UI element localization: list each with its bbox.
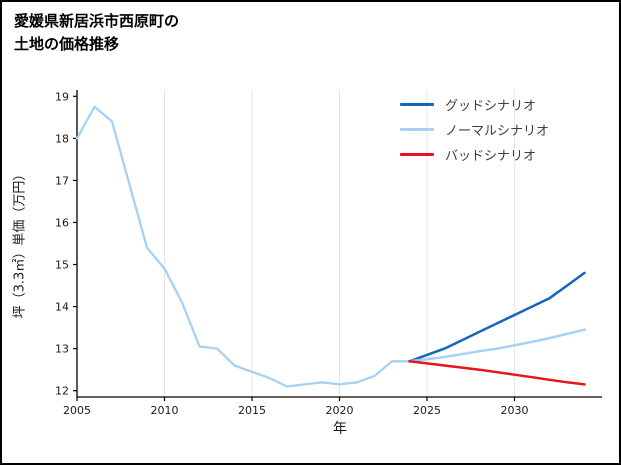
x-tick-label-2015: 2015 — [238, 404, 266, 417]
y-tick-label-12: 12 — [55, 385, 69, 398]
x-tick-label-2025: 2025 — [413, 404, 441, 417]
series-line-history — [75, 105, 411, 388]
chart-title-line-1: 愛媛県新居浜市西原町の — [14, 12, 180, 30]
x-tick-label-2020: 2020 — [326, 404, 354, 417]
y-tick-label-13: 13 — [55, 343, 69, 356]
y-tick-label-15: 15 — [55, 259, 69, 272]
series-line-bad — [408, 360, 586, 386]
x-tick-label-2010: 2010 — [151, 404, 179, 417]
y-tick-label-16: 16 — [55, 216, 69, 229]
legend-line-swatch-bad — [400, 153, 434, 156]
series-line-good — [408, 271, 586, 363]
y-axis-label: 坪（3.3㎡）単価（万円） — [12, 167, 28, 319]
legend-item-good: グッドシナリオ — [400, 96, 549, 114]
legend-item-bad: バッドシナリオ — [400, 146, 549, 164]
y-tick-label-14: 14 — [55, 301, 69, 314]
legend-label-normal: ノーマルシナリオ — [445, 124, 550, 139]
x-tick-label-2005: 2005 — [63, 404, 91, 417]
legend-item-normal: ノーマルシナリオ — [400, 121, 550, 139]
legend-label-bad: バッドシナリオ — [445, 149, 537, 164]
legend-line-swatch-good — [400, 103, 434, 106]
chart-title-line-2: 土地の価格推移 — [14, 35, 120, 54]
chart-title: 愛媛県新居浜市西原町の 土地の価格推移 — [14, 10, 179, 57]
x-tick-label-2030: 2030 — [501, 404, 529, 417]
legend-line-swatch-normal — [400, 128, 434, 131]
y-tick-label-19: 19 — [55, 90, 69, 103]
legend: グッドシナリオ ノーマルシナリオ バッドシナリオ — [400, 96, 550, 164]
y-tick-label-18: 18 — [55, 132, 69, 145]
series-line-normal — [408, 328, 586, 363]
legend-label-good: グッドシナリオ — [445, 99, 537, 114]
y-tick-label-17: 17 — [55, 174, 69, 187]
x-axis-label: 年 — [333, 421, 347, 437]
